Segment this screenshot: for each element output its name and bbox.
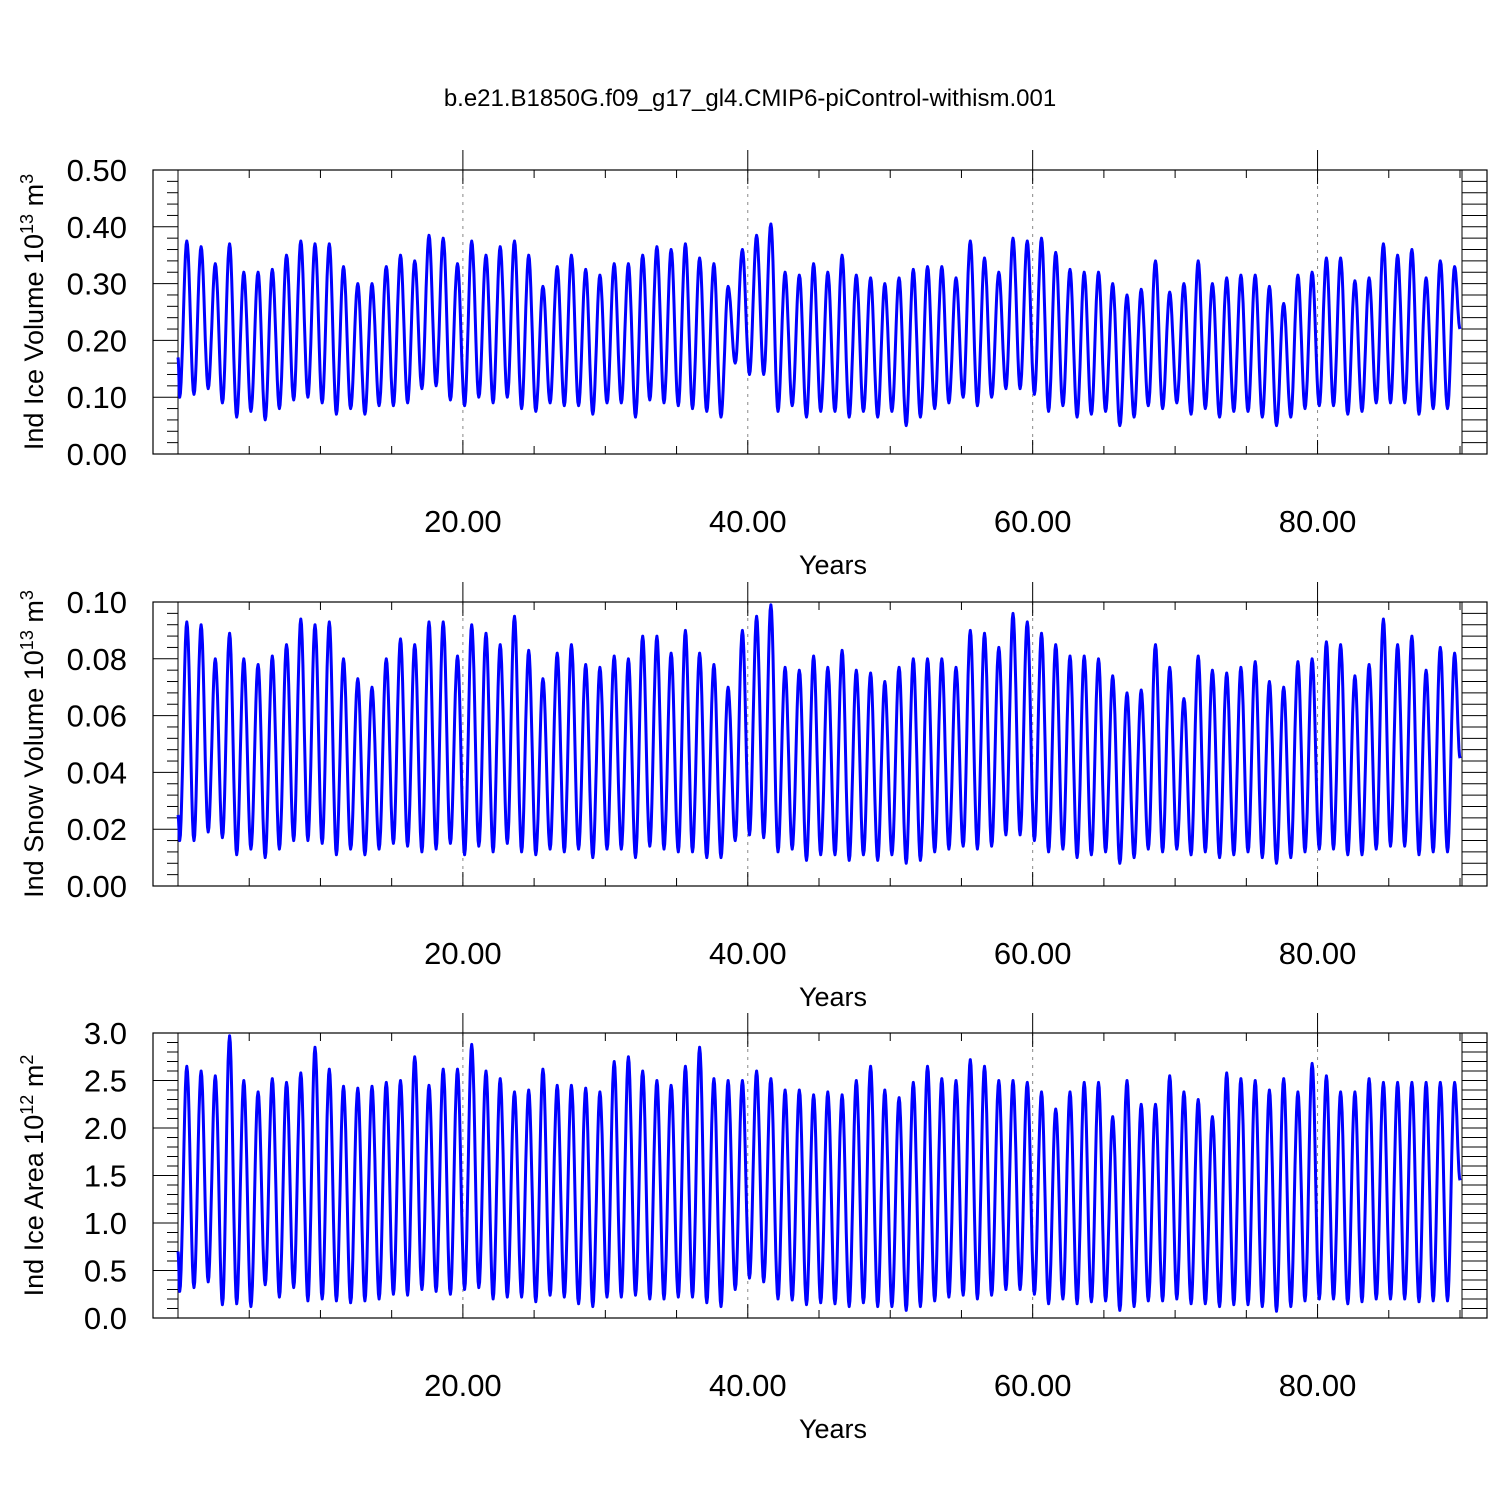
x-axis-label: Years [799,1414,867,1444]
x-tick-label: 60.00 [994,936,1072,971]
x-tick-label: 40.00 [709,936,787,971]
x-tick-label: 20.00 [424,936,502,971]
x-tick-label: 80.00 [1279,504,1357,539]
x-tick-label: 60.00 [994,504,1072,539]
y-axis-label: Ind Snow Volume 1013 m3 [17,590,49,898]
plot-frame [152,169,1488,455]
x-tick-label: 40.00 [709,504,787,539]
chart-panel-1: 20.00 40.00 60.00 80.00 Years 0.00 0.10 0.20 0.3… [17,150,1488,580]
x-axis-label: Years [799,982,867,1012]
y-tick-label: 0.0 [84,1301,127,1336]
x-tick-label: 60.00 [994,1368,1072,1403]
series-line [176,1034,1462,1313]
y-axis-label: Ind Ice Volume 1013 m3 [17,174,49,450]
y-tick-label: 3.0 [84,1016,127,1051]
y-tick-label: 0.30 [67,267,127,302]
y-tick-label: 0.08 [67,642,127,677]
y-tick-label: 0.10 [67,585,127,620]
y-tick-label: 0.5 [84,1254,127,1289]
y-tick-label: 0.04 [67,755,127,790]
series-line [176,222,1462,428]
chart-title: b.e21.B1850G.f09_g17_gl4.CMIP6-piControl… [444,85,1056,112]
y-tick-label: 0.00 [67,869,127,904]
series-line [176,603,1462,865]
x-tick-label: 20.00 [424,504,502,539]
y-axis-label: Ind Ice Area 1012 m2 [17,1055,49,1297]
y-tick-label: 1.5 [84,1159,127,1194]
x-axis-label: Years [799,550,867,580]
chart-panel-2: 20.00 40.00 60.00 80.00 Years 0.00 0.02 0.04 0.0… [17,582,1488,1012]
y-tick-label: 0.00 [67,437,127,472]
y-tick-label: 0.40 [67,210,127,245]
y-tick-label: 2.0 [84,1111,127,1146]
y-tick-label: 0.50 [67,153,127,188]
x-tick-label: 40.00 [709,1368,787,1403]
x-tick-label: 80.00 [1279,1368,1357,1403]
chart-panel-3: 20.00 40.00 60.00 80.00 Years 0.0 0.5 1.0 1.5 2.0… [17,1013,1488,1444]
y-tick-label: 0.20 [67,323,127,358]
plot-frame [152,601,1488,887]
y-tick-label: 1.0 [84,1206,127,1241]
y-tick-label: 0.02 [67,812,127,847]
y-tick-label: 0.10 [67,380,127,415]
y-tick-label: 2.5 [84,1064,127,1099]
x-tick-label: 20.00 [424,1368,502,1403]
chart-panels: 20.00 40.00 60.00 80.00 Years 0.00 0.10 0.20 0.3… [17,150,1488,1444]
y-tick-label: 0.06 [67,699,127,734]
x-tick-label: 80.00 [1279,936,1357,971]
